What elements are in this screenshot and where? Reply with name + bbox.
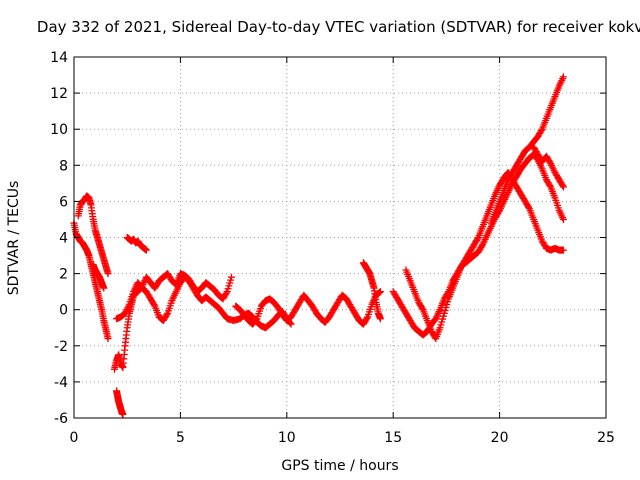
data-point (418, 304, 426, 312)
data-point (222, 289, 230, 297)
series-track-m (530, 143, 567, 191)
data-point (546, 182, 554, 190)
data-point (119, 410, 127, 418)
y-axis-label: SDTVAR / TECUs (6, 181, 22, 296)
x-tick-label: 10 (278, 430, 296, 446)
data-point (559, 183, 567, 191)
data-point (227, 273, 235, 281)
data-point (525, 203, 533, 211)
data-point (537, 127, 545, 135)
y-tick-label: 14 (50, 50, 68, 66)
data-point (150, 301, 158, 309)
x-tick-label: 20 (491, 430, 509, 446)
data-point (559, 246, 567, 254)
x-tick-label: 25 (597, 430, 615, 446)
grid-lines (74, 57, 606, 418)
data-point (376, 315, 384, 323)
data-point (142, 246, 150, 254)
y-tick-label: 4 (59, 231, 68, 247)
data-point (104, 270, 112, 278)
y-axis-ticks: -6 -4 -2 0 2 4 6 8 10 12 14 (50, 50, 606, 427)
y-tick-label: 8 (59, 158, 68, 174)
data-point (376, 288, 384, 296)
series-track-e (110, 270, 235, 373)
x-tick-label: 5 (176, 430, 185, 446)
data-point (559, 73, 567, 81)
series-track-i (359, 259, 384, 323)
series-track-j (389, 150, 567, 339)
y-tick-label: 2 (59, 267, 68, 283)
series-track-g (123, 234, 150, 254)
x-axis-label: GPS time / hours (281, 458, 398, 474)
data-point (376, 288, 384, 296)
data-point (163, 311, 171, 319)
data-point (473, 235, 481, 243)
y-tick-label: 6 (59, 194, 68, 210)
series-track-l (487, 73, 567, 227)
data-point (559, 182, 567, 190)
y-tick-label: -2 (54, 339, 68, 355)
y-tick-label: 12 (50, 86, 68, 102)
chart-title: Day 332 of 2021, Sidereal Day-to-day VTE… (37, 18, 640, 36)
data-point (252, 316, 260, 324)
y-tick-label: 10 (50, 122, 68, 138)
series-track-c (89, 261, 108, 292)
data-point (104, 335, 112, 343)
x-tick-label: 0 (70, 430, 79, 446)
series-track-h (232, 288, 384, 328)
data-point (559, 215, 567, 223)
y-tick-label: -6 (54, 411, 68, 427)
x-axis-ticks: 0 5 10 15 20 25 (70, 57, 615, 446)
data-points (70, 73, 567, 418)
series-track-d (113, 387, 127, 418)
y-tick-label: 0 (59, 303, 68, 319)
data-point (363, 314, 371, 322)
y-tick-label: -4 (54, 375, 68, 391)
data-point (287, 320, 295, 328)
series-track-b (74, 192, 112, 278)
series-track-k (402, 169, 567, 343)
data-point (100, 284, 108, 292)
x-tick-label: 15 (384, 430, 402, 446)
